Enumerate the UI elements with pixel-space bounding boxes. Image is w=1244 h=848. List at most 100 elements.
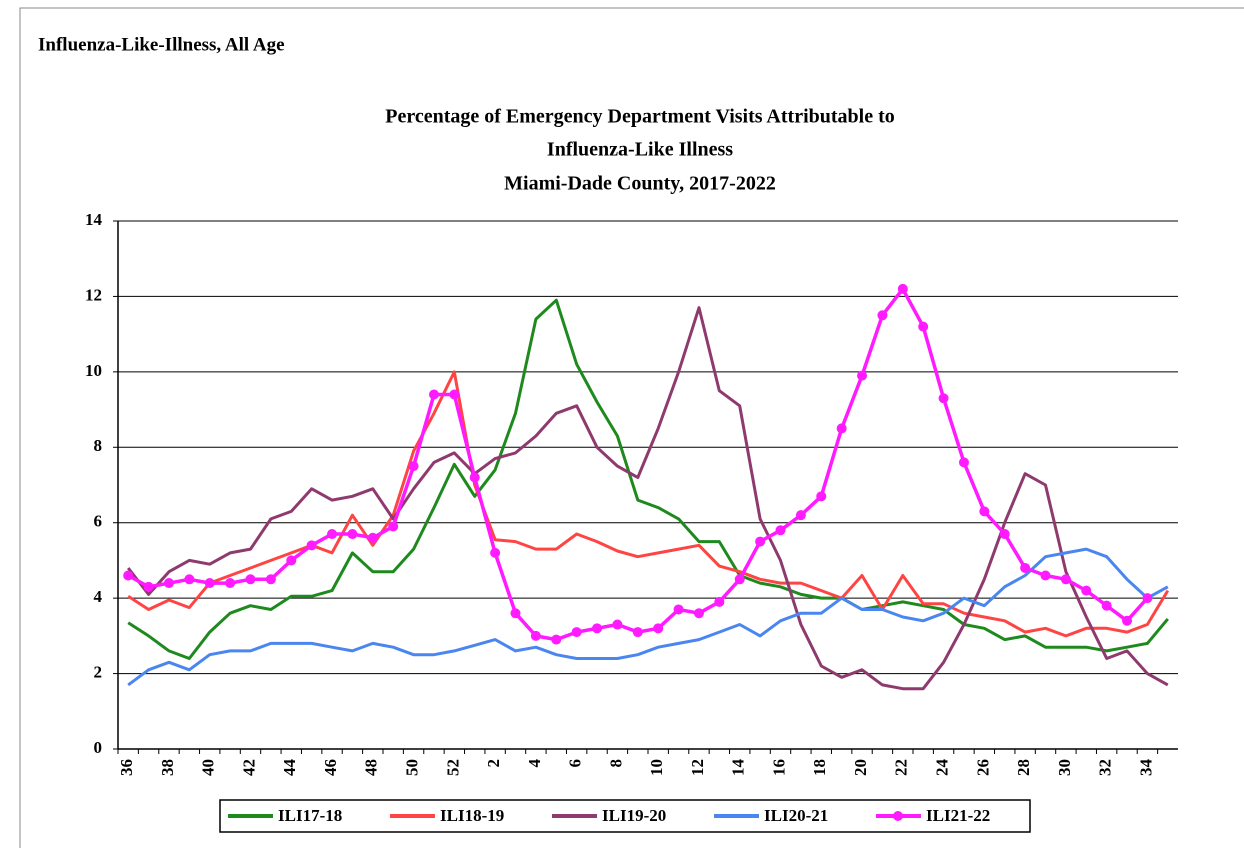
y-tick-label: 0	[94, 738, 103, 757]
x-tick-label: 24	[932, 759, 951, 777]
series-marker	[1101, 600, 1112, 611]
series-marker	[245, 574, 256, 585]
series-marker	[388, 521, 399, 532]
x-tick-label: 20	[851, 759, 870, 776]
series-line	[127, 547, 1169, 687]
series-marker	[225, 578, 236, 589]
y-tick-label: 10	[85, 361, 102, 380]
legend-label: ILI18-19	[440, 806, 504, 825]
series-marker	[286, 555, 297, 566]
series-line	[127, 306, 1169, 691]
series-marker	[428, 389, 439, 400]
series-marker	[1122, 615, 1133, 626]
x-tick-label: 4	[525, 759, 544, 768]
series-marker	[632, 627, 643, 638]
series-marker	[877, 310, 888, 321]
series-marker	[999, 529, 1010, 540]
x-tick-label: 10	[647, 759, 666, 776]
x-tick-label: 46	[321, 759, 340, 776]
y-tick-label: 8	[94, 436, 103, 455]
series-marker	[265, 574, 276, 585]
x-tick-label: 40	[199, 759, 218, 776]
series-marker	[449, 389, 460, 400]
x-tick-label: 44	[280, 759, 299, 777]
x-tick-label: 38	[158, 759, 177, 776]
series-marker	[1040, 570, 1051, 581]
series-marker	[1060, 574, 1071, 585]
x-tick-label: 26	[973, 759, 992, 776]
series-marker	[551, 634, 562, 645]
legend-marker	[893, 811, 903, 821]
series-marker	[673, 604, 684, 615]
x-tick-label: 8	[606, 759, 625, 768]
x-tick-label: 14	[729, 759, 748, 777]
series-marker	[143, 581, 154, 592]
x-tick-label: 50	[402, 759, 421, 776]
chart-title: Percentage of Emergency Department Visit…	[385, 106, 895, 128]
series-marker	[795, 510, 806, 521]
legend-label: ILI17-18	[278, 806, 342, 825]
series-marker	[123, 570, 134, 581]
series-line	[127, 298, 1169, 660]
series-marker	[714, 596, 725, 607]
x-tick-label: 12	[688, 759, 707, 776]
series-line	[127, 370, 1170, 638]
series-marker	[408, 461, 419, 472]
frame	[19, 7, 1244, 848]
series-marker	[163, 578, 174, 589]
legend-label: ILI20-21	[764, 806, 828, 825]
series-marker	[1142, 593, 1153, 604]
y-tick-label: 6	[94, 512, 103, 531]
x-tick-label: 52	[443, 759, 462, 776]
series-line	[127, 287, 1149, 642]
x-tick-label: 34	[1136, 759, 1155, 777]
x-tick-label: 22	[892, 759, 911, 776]
x-tick-label: 18	[810, 759, 829, 776]
series-marker	[347, 529, 358, 540]
series-marker	[571, 627, 582, 638]
series-marker	[1081, 585, 1092, 596]
series-marker	[897, 283, 908, 294]
series-marker	[592, 623, 603, 634]
y-tick-label: 4	[94, 587, 103, 606]
series-marker	[775, 525, 786, 536]
x-tick-label: 32	[1096, 759, 1115, 776]
series-marker	[918, 321, 929, 332]
series-marker	[367, 532, 378, 543]
y-tick-label: 12	[85, 285, 102, 304]
series-marker	[816, 491, 827, 502]
series-marker	[612, 619, 623, 630]
series-marker	[204, 578, 215, 589]
series-marker	[306, 540, 317, 551]
x-tick-label: 16	[769, 759, 788, 776]
series-marker	[857, 370, 868, 381]
series-marker	[693, 608, 704, 619]
x-tick-label: 6	[566, 759, 585, 768]
x-tick-label: 36	[117, 759, 136, 776]
series-marker	[958, 457, 969, 468]
x-tick-label: 2	[484, 759, 503, 768]
series-marker	[469, 472, 480, 483]
legend-label: ILI21-22	[926, 806, 990, 825]
series-marker	[836, 423, 847, 434]
series-marker	[734, 574, 745, 585]
series-marker	[490, 547, 501, 558]
x-tick-label: 42	[239, 759, 258, 776]
legend-label: ILI19-20	[602, 806, 666, 825]
y-tick-label: 2	[94, 662, 103, 681]
series-marker	[510, 608, 521, 619]
x-tick-label: 28	[1014, 759, 1033, 776]
chart-title: Miami-Dade County, 2017-2022	[504, 173, 776, 195]
series-marker	[979, 506, 990, 517]
series-marker	[755, 536, 766, 547]
x-tick-label: 30	[1055, 759, 1074, 776]
series-marker	[530, 630, 541, 641]
page-header: Influenza-Like-Illness, All Age	[38, 34, 285, 55]
series-marker	[1020, 562, 1031, 573]
series-marker	[327, 529, 338, 540]
y-tick-label: 14	[85, 210, 103, 229]
series-marker	[184, 574, 195, 585]
series-marker	[938, 393, 949, 404]
